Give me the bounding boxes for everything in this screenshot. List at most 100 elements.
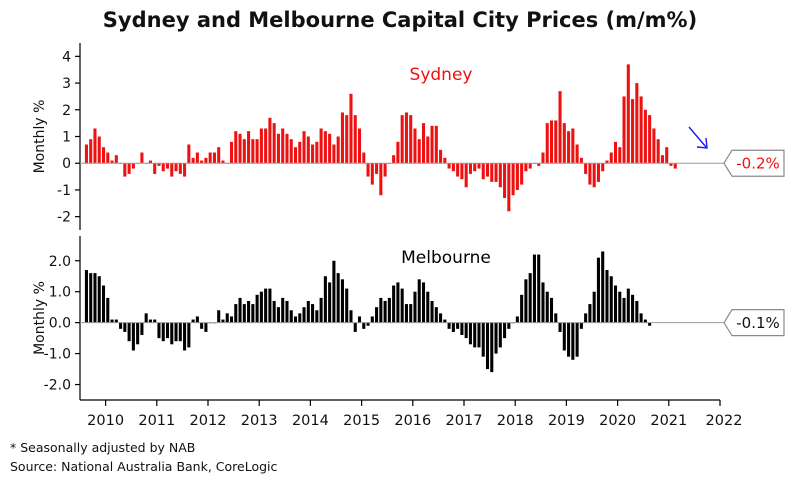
melbourne-bar bbox=[341, 279, 344, 322]
melbourne-bar bbox=[345, 289, 348, 323]
sydney-bar bbox=[499, 163, 502, 187]
melbourne-bar bbox=[337, 273, 340, 323]
sydney-bar bbox=[106, 153, 109, 164]
melbourne-latest-value: -0.1% bbox=[736, 314, 780, 332]
sydney-bar bbox=[507, 163, 510, 211]
melbourne-bar bbox=[503, 323, 506, 338]
sydney-bar bbox=[631, 99, 634, 163]
sydney-bar bbox=[439, 150, 442, 163]
melbourne-bar bbox=[256, 295, 259, 323]
sydney-bar bbox=[401, 115, 404, 163]
melbourne-bar bbox=[550, 298, 553, 323]
sydney-bar bbox=[209, 153, 212, 164]
sydney-bar bbox=[674, 163, 677, 168]
sydney-bar bbox=[187, 145, 190, 164]
x-tick-label: 2022 bbox=[706, 413, 743, 429]
melbourne-bar bbox=[145, 313, 148, 322]
sydney-bar bbox=[362, 153, 365, 164]
melbourne-bar bbox=[354, 323, 357, 332]
melbourne-bar bbox=[102, 286, 105, 323]
sydney-bar bbox=[554, 120, 557, 163]
sydney-bar bbox=[140, 153, 143, 164]
melbourne-bar bbox=[243, 304, 246, 323]
sydney-bar bbox=[516, 163, 519, 190]
sydney-y-tick-label: -2 bbox=[57, 210, 71, 226]
melbourne-bar bbox=[388, 298, 391, 323]
melbourne-bar bbox=[563, 323, 566, 351]
sydney-bar bbox=[597, 163, 600, 182]
sydney-bar bbox=[98, 137, 101, 164]
melbourne-bar bbox=[132, 323, 135, 351]
melbourne-bar bbox=[85, 270, 88, 323]
melbourne-bar bbox=[435, 307, 438, 322]
melbourne-bar bbox=[324, 276, 327, 322]
melbourne-bar bbox=[401, 289, 404, 323]
melbourne-bar bbox=[465, 323, 468, 338]
sydney-bar bbox=[175, 163, 178, 171]
melbourne-bar bbox=[204, 323, 207, 332]
melbourne-bar bbox=[281, 298, 284, 323]
x-tick-label: 2012 bbox=[190, 413, 227, 429]
melbourne-bar bbox=[499, 323, 502, 348]
sydney-bar bbox=[541, 153, 544, 164]
sydney-bar bbox=[623, 96, 626, 163]
sydney-bar bbox=[584, 163, 587, 174]
sydney-bar bbox=[162, 163, 165, 171]
sydney-bar bbox=[256, 139, 259, 163]
sydney-bar bbox=[251, 139, 254, 163]
melbourne-bar bbox=[516, 316, 519, 322]
melbourne-y-axis-label: Monthly % bbox=[32, 281, 48, 355]
sydney-bar bbox=[354, 115, 357, 163]
melbourne-bar bbox=[384, 301, 387, 323]
melbourne-bar bbox=[520, 295, 523, 323]
melbourne-bar bbox=[452, 323, 455, 332]
melbourne-bar bbox=[597, 258, 600, 323]
sydney-bar bbox=[320, 128, 323, 163]
melbourne-bar bbox=[234, 304, 237, 323]
x-tick-label: 2015 bbox=[343, 413, 380, 429]
melbourne-bar bbox=[392, 286, 395, 323]
sydney-bar bbox=[234, 131, 237, 163]
melbourne-bar bbox=[285, 301, 288, 323]
melbourne-bar bbox=[588, 304, 591, 323]
sydney-bar bbox=[132, 163, 135, 168]
sydney-bar bbox=[576, 145, 579, 164]
melbourne-bar bbox=[418, 279, 421, 322]
melbourne-bar bbox=[239, 298, 242, 323]
sydney-bar bbox=[559, 91, 562, 163]
melbourne-bar bbox=[123, 323, 126, 332]
melbourne-y-tick-label: -2.0 bbox=[44, 378, 71, 394]
melbourne-bar bbox=[431, 301, 434, 323]
x-tick-label: 2017 bbox=[446, 413, 483, 429]
melbourne-bar bbox=[567, 323, 570, 357]
sydney-bar bbox=[273, 123, 276, 163]
melbourne-bar bbox=[507, 323, 510, 329]
x-tick-label: 2013 bbox=[241, 413, 278, 429]
x-tick-label: 2018 bbox=[497, 413, 534, 429]
sydney-bar bbox=[367, 163, 370, 176]
footnote-seasonal-adjustment: * Seasonally adjusted by NAB bbox=[10, 440, 195, 455]
x-axis: 2010 2011 2012 2013 2014 2015 2016 2017 2018 2019… bbox=[80, 400, 742, 429]
melbourne-bar bbox=[477, 323, 480, 348]
melbourne-bar bbox=[541, 282, 544, 322]
melbourne-bar bbox=[119, 323, 122, 329]
sydney-bar bbox=[435, 126, 438, 163]
sydney-bar bbox=[431, 126, 434, 163]
melbourne-bar bbox=[320, 298, 323, 323]
melbourne-bar bbox=[593, 292, 596, 323]
sydney-bar bbox=[170, 163, 173, 176]
melbourne-bar bbox=[482, 323, 485, 357]
melbourne-bar bbox=[200, 323, 203, 329]
sydney-bar bbox=[469, 163, 472, 174]
sydney-y-tick-label: 2 bbox=[62, 103, 71, 119]
melbourne-bar bbox=[217, 310, 220, 322]
melbourne-bar bbox=[375, 307, 378, 322]
sydney-bar bbox=[567, 131, 570, 163]
sydney-bar bbox=[93, 128, 96, 163]
x-tick-label: 2010 bbox=[87, 413, 124, 429]
melbourne-bar bbox=[610, 276, 613, 322]
footnote-source: Source: National Australia Bank, CoreLog… bbox=[10, 459, 277, 474]
melbourne-bar bbox=[226, 313, 229, 322]
sydney-bar bbox=[345, 115, 348, 163]
melbourne-bar bbox=[422, 282, 425, 322]
